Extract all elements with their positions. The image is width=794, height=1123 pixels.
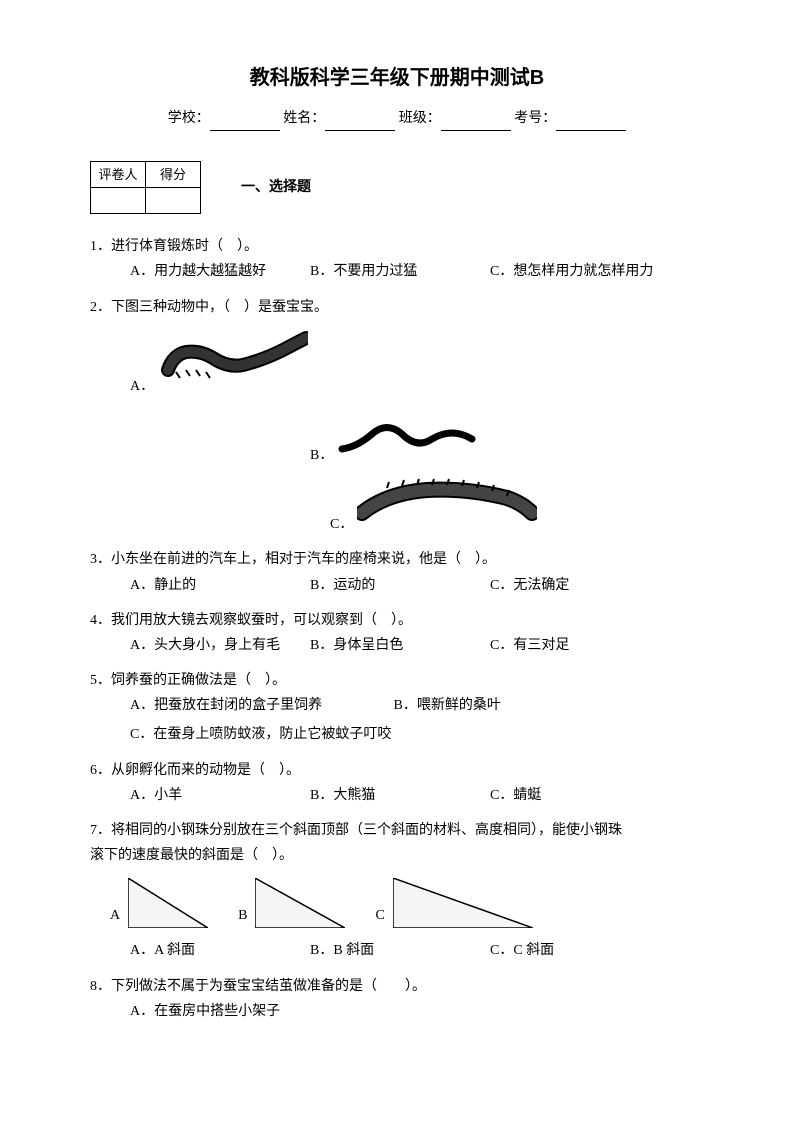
q5-opt-b: B．喂新鲜的桑叶 [394,698,501,713]
triangle-row: A B C [90,878,704,928]
q6-opt-b: B．大熊猫 [310,783,490,808]
q6-opt-c: C．蜻蜓 [490,783,541,808]
q2-opt-c: C． [330,517,353,532]
grader-header: 评卷人 [91,162,146,188]
class-label: 班级： [399,111,441,126]
q5-opt-c: C．在蚕身上喷防蚊液，防止它被蚊子叮咬 [130,727,391,742]
q4-stem: 4．我们用放大镜去观察蚁蚕时，可以观察到（ ）。 [90,608,704,633]
q6-opt-a: A．小羊 [130,783,310,808]
class-blank [441,113,511,131]
q4-opt-c: C．有三对足 [490,633,569,658]
silkworm-icon-b [337,419,477,459]
q4: 4．我们用放大镜去观察蚁蚕时，可以观察到（ ）。 A．头大身小，身上有毛 B．身… [90,608,704,658]
name-label: 姓名： [283,111,325,126]
q7: 7．将相同的小钢珠分别放在三个斜面顶部（三个斜面的材料、高度相同），能使小钢珠 … [90,818,704,964]
q1-stem: 1．进行体育锻炼时（ ）。 [90,234,704,259]
triangle-a-icon [128,878,208,928]
q1-opt-b: B．不要用力过猛 [310,259,490,284]
q7-label-c: C [375,903,384,928]
q1: 1．进行体育锻炼时（ ）。 A．用力越大越猛越好 B．不要用力过猛 C．想怎样用… [90,234,704,284]
student-info: 学校： 姓名： 班级： 考号： [90,106,704,131]
q7-opt-a: A．A 斜面 [130,938,310,963]
q6: 6．从卵孵化而来的动物是（ ）。 A．小羊 B．大熊猫 C．蜻蜓 [90,758,704,808]
name-blank [325,113,395,131]
q7-label-a: A [110,903,120,928]
score-header: 得分 [146,162,201,188]
q6-stem: 6．从卵孵化而来的动物是（ ）。 [90,758,704,783]
silkworm-icon-c [357,478,537,528]
grader-cell [91,188,146,214]
q5-stem: 5．饲养蚕的正确做法是（ ）。 [90,668,704,693]
triangle-b-icon [255,878,345,928]
q4-opt-b: B．身体呈白色 [310,633,490,658]
q7-opt-c: C．C 斜面 [490,938,554,963]
q2-opt-b: B． [310,448,333,463]
q7-stem1: 7．将相同的小钢珠分别放在三个斜面顶部（三个斜面的材料、高度相同），能使小钢珠 [90,818,704,843]
score-section: 评卷人 得分 一、选择题 [90,161,704,214]
score-table: 评卷人 得分 [90,161,201,214]
score-cell [146,188,201,214]
page-title: 教科版科学三年级下册期中测试B [90,60,704,96]
silkworm-icon-a [158,330,308,390]
q3: 3．小东坐在前进的汽车上，相对于汽车的座椅来说，他是（ ）。 A．静止的 B．运… [90,547,704,597]
q2-image-c: C． [330,478,704,537]
school-label: 学校： [168,111,210,126]
examno-label: 考号： [514,111,556,126]
q3-stem: 3．小东坐在前进的汽车上，相对于汽车的座椅来说，他是（ ）。 [90,547,704,572]
school-blank [210,113,280,131]
triangle-c-icon [393,878,533,928]
q2-stem: 2．下图三种动物中，（ ）是蚕宝宝。 [90,295,704,320]
q7-stem2: 滚下的速度最快的斜面是（ ）。 [90,843,704,868]
q7-opt-b: B．B 斜面 [310,938,490,963]
q3-opt-c: C．无法确定 [490,573,569,598]
q3-opt-b: B．运动的 [310,573,490,598]
q5-opt-a: A．把蚕放在封闭的盒子里饲养 [130,693,390,718]
q2-opt-a: A． [130,379,154,394]
q1-opt-a: A．用力越大越猛越好 [130,259,310,284]
section-1-title: 一、选择题 [241,175,311,200]
q8-stem: 8．下列做法不属于为蚕宝宝结茧做准备的是（ ）。 [90,974,704,999]
q2: 2．下图三种动物中，（ ）是蚕宝宝。 A． B． C． [90,295,704,538]
q3-opt-a: A．静止的 [130,573,310,598]
q5: 5．饲养蚕的正确做法是（ ）。 A．把蚕放在封闭的盒子里饲养 B．喂新鲜的桑叶 … [90,668,704,748]
q4-opt-a: A．头大身小，身上有毛 [130,633,310,658]
q7-label-b: B [238,903,247,928]
q8: 8．下列做法不属于为蚕宝宝结茧做准备的是（ ）。 A．在蚕房中搭些小架子 [90,974,704,1024]
q2-image-a: A． [130,330,704,399]
q8-opt-a: A．在蚕房中搭些小架子 [130,1004,280,1019]
q2-image-b: B． [310,419,704,468]
q1-opt-c: C．想怎样用力就怎样用力 [490,259,653,284]
examno-blank [556,113,626,131]
